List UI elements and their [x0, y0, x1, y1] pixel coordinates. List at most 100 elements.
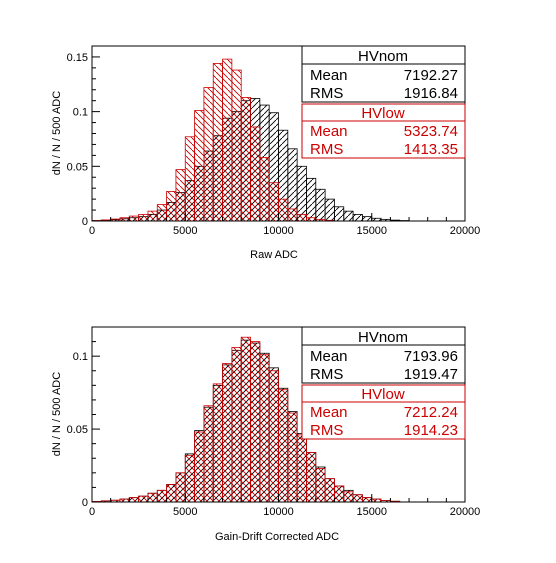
- histogram-bin: [222, 58, 233, 222]
- histogram-bin: [352, 214, 363, 222]
- stats-rms-label: RMS: [310, 85, 343, 102]
- histogram-bin: [250, 341, 261, 503]
- histogram-bin: [128, 497, 140, 503]
- y-tick-label: 0: [82, 497, 88, 509]
- y-tick-label: 0.05: [67, 424, 88, 436]
- histogram-bin: [184, 454, 195, 503]
- stats-title: HVnom: [358, 48, 408, 65]
- stats-mean-value: 5323.74: [404, 123, 458, 140]
- histogram-bin: [278, 198, 289, 222]
- stats-rms-label: RMS: [310, 422, 343, 439]
- histogram-bin: [203, 87, 214, 222]
- x-tick-label: 10000: [263, 506, 294, 518]
- stats-rms-label: RMS: [310, 141, 343, 158]
- x-tick-label: 5000: [173, 506, 197, 518]
- x-axis-label: Gain-Drift Corrected ADC: [215, 531, 339, 543]
- y-axis-ticks: 0 0.05 0.1 0.15: [67, 45, 100, 228]
- histogram-bin: [334, 485, 345, 503]
- x-tick-label: 15000: [356, 506, 387, 518]
- stats-box-hvnom: HVnom Mean 7193.96 RMS 1919.47: [301, 326, 466, 384]
- histogram-bin: [156, 204, 167, 222]
- histogram-bin: [259, 157, 270, 222]
- histogram-bin: [250, 126, 261, 222]
- histogram-bin: [352, 494, 363, 503]
- stats-rms-value: 1914.23: [404, 422, 458, 439]
- histogram-bin: [138, 214, 149, 222]
- y-tick-label: 0.1: [73, 351, 88, 363]
- histogram-bin: [362, 497, 373, 503]
- y-axis-ticks: 0 0.05 0.1: [67, 326, 100, 509]
- stats-mean-value: 7192.27: [404, 67, 458, 84]
- stats-mean-value: 7193.96: [404, 348, 458, 365]
- histogram-bin: [194, 110, 205, 222]
- histogram-bin: [128, 215, 140, 222]
- stats-mean-label: Mean: [310, 123, 348, 140]
- histogram-bin: [324, 478, 335, 503]
- x-tick-label: 0: [89, 506, 95, 518]
- histogram-bin: [296, 214, 307, 222]
- x-tick-label: 10000: [263, 225, 294, 237]
- x-axis-label: Raw ADC: [250, 249, 298, 261]
- histogram-bin: [212, 383, 223, 503]
- stats-title: HVlow: [361, 386, 405, 403]
- histogram-bin: [166, 484, 177, 503]
- histogram-bin: [296, 434, 307, 503]
- stats-rms-value: 1413.35: [404, 141, 458, 158]
- histogram-bin: [306, 177, 317, 222]
- y-tick-label: 0.15: [67, 52, 88, 64]
- histogram-bin: [231, 69, 242, 222]
- stats-box-hvlow: HVlow Mean 5323.74 RMS 1413.35: [301, 103, 466, 159]
- histogram-bin: [343, 210, 354, 222]
- histogram-bin: [156, 489, 167, 503]
- histogram-bin: [147, 492, 158, 503]
- histogram-bin: [287, 208, 298, 222]
- histogram-bin: [268, 182, 279, 222]
- stats-rms-label: RMS: [310, 366, 343, 383]
- histogram-bin: [278, 389, 289, 503]
- histogram-bin: [362, 216, 373, 222]
- stats-rms-value: 1916.84: [404, 85, 458, 102]
- x-tick-label: 20000: [450, 506, 481, 518]
- histogram-bin: [194, 431, 205, 503]
- stats-title: HVnom: [358, 329, 408, 346]
- histogram-bin: [315, 188, 326, 222]
- x-tick-label: 0: [89, 225, 95, 237]
- histogram-hvlow: [91, 58, 335, 222]
- histogram-bin: [222, 363, 233, 503]
- histogram-bin: [203, 405, 214, 503]
- panel-gain-drift-corrected-adc: 0 5000 10000 15000 20000 0 0.05 0.1 Gain-Drift…: [51, 326, 480, 543]
- stats-title: HVlow: [361, 105, 405, 122]
- stats-mean-label: Mean: [310, 348, 348, 365]
- y-axis-label: dN / N / 500 ADC: [51, 91, 63, 175]
- histogram-bin: [240, 97, 251, 222]
- histogram-bin: [343, 491, 354, 503]
- histogram-bin: [240, 336, 251, 503]
- histogram-hvlow: [91, 336, 401, 503]
- stats-box-hvlow: HVlow Mean 7212.24 RMS 1914.23: [301, 384, 466, 440]
- x-tick-label: 5000: [173, 225, 197, 237]
- histogram-bin: [287, 412, 298, 503]
- histogram-bin: [147, 210, 158, 222]
- histogram-bin: [324, 198, 335, 222]
- histogram-bin: [306, 452, 317, 503]
- stats-mean-value: 7212.24: [404, 404, 458, 421]
- histogram-bin: [315, 468, 326, 503]
- x-tick-label: 15000: [356, 225, 387, 237]
- histogram-bin: [334, 206, 345, 222]
- histogram-bin: [166, 191, 177, 222]
- histogram-bin: [296, 165, 307, 222]
- y-tick-label: 0.05: [67, 161, 88, 173]
- stats-mean-label: Mean: [310, 67, 348, 84]
- histogram-bin: [175, 169, 186, 222]
- x-tick-label: 20000: [450, 225, 481, 237]
- stats-box-hvnom: HVnom Mean 7192.27 RMS 1916.84: [301, 45, 466, 103]
- histogram-bin: [184, 136, 195, 222]
- histogram-bin: [231, 347, 242, 503]
- histogram-bin: [259, 354, 270, 503]
- histogram-bin: [175, 472, 186, 503]
- panel-raw-adc: 0 5000 10000 15000 20000 0 0.05 0.1 0.15 Raw AD…: [51, 45, 481, 261]
- y-tick-label: 0.1: [73, 107, 88, 119]
- histogram-bin: [138, 495, 149, 503]
- x-axis-ticks: 0 5000 10000 15000 20000: [89, 494, 480, 518]
